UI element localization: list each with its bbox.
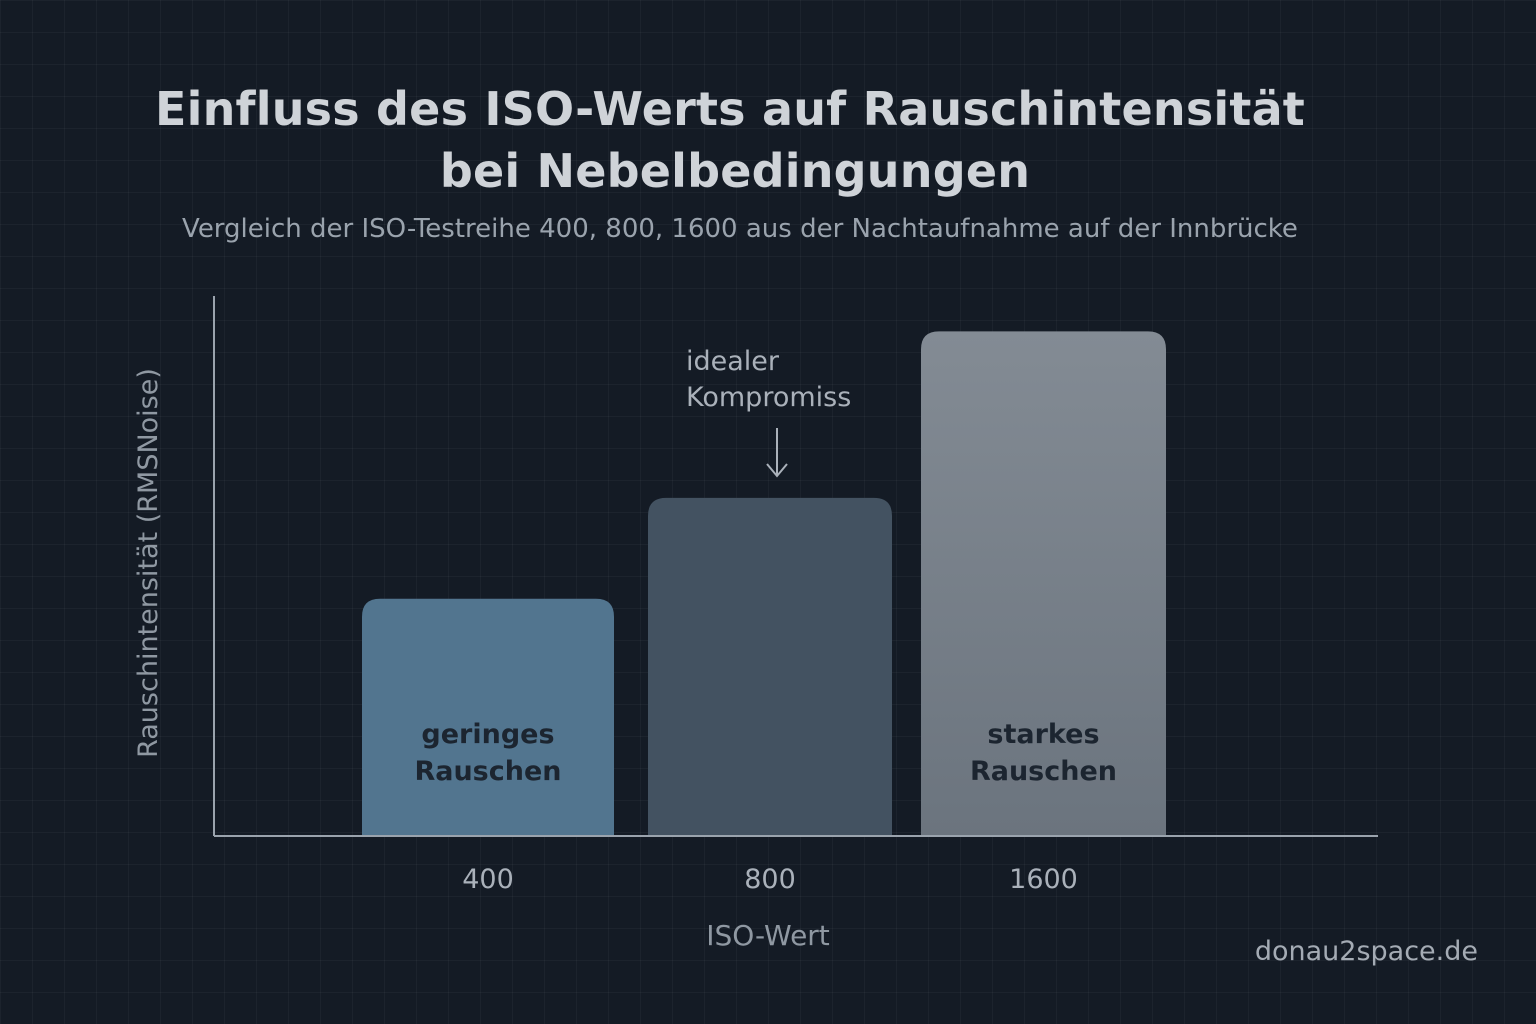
chart-title-line-2: bei Nebelbedingungen bbox=[439, 144, 1031, 198]
bar-iso-1600 bbox=[921, 331, 1166, 836]
x-tick-label-1600: 1600 bbox=[1009, 864, 1078, 895]
bar-label-1600-line-1: starkes bbox=[987, 719, 1099, 750]
bar-label-400-line-2: Rauschen bbox=[414, 756, 561, 787]
annotation-text-line-1: idealer bbox=[686, 346, 780, 377]
chart-subtitle: Vergleich der ISO-Testreihe 400, 800, 16… bbox=[182, 214, 1298, 244]
axes-layer bbox=[213, 296, 1378, 837]
bar-iso-800 bbox=[648, 497, 892, 836]
bar-label-1600-line-2: Rauschen bbox=[970, 756, 1117, 787]
annotation-arrow-down-icon bbox=[766, 428, 788, 478]
x-axis-label: ISO-Wert bbox=[706, 919, 830, 952]
watermark-text: donau2space.de bbox=[1254, 936, 1478, 967]
annotation-text-line-2: Kompromiss bbox=[686, 382, 851, 413]
bars-layer bbox=[362, 331, 1166, 836]
y-axis-label: Rauschintensität (RMSNoise) bbox=[133, 368, 164, 758]
x-tick-label-800: 800 bbox=[744, 864, 796, 895]
bar-iso-400 bbox=[362, 598, 614, 836]
x-tick-label-400: 400 bbox=[462, 864, 514, 895]
chart-title-line-1: Einfluss des ISO-Werts auf Rauschintensi… bbox=[155, 82, 1305, 136]
bar-label-400-line-1: geringes bbox=[421, 719, 554, 750]
labels-layer: 400 geringes Rauschen 800 1600 starkes Rausche… bbox=[414, 346, 1117, 895]
